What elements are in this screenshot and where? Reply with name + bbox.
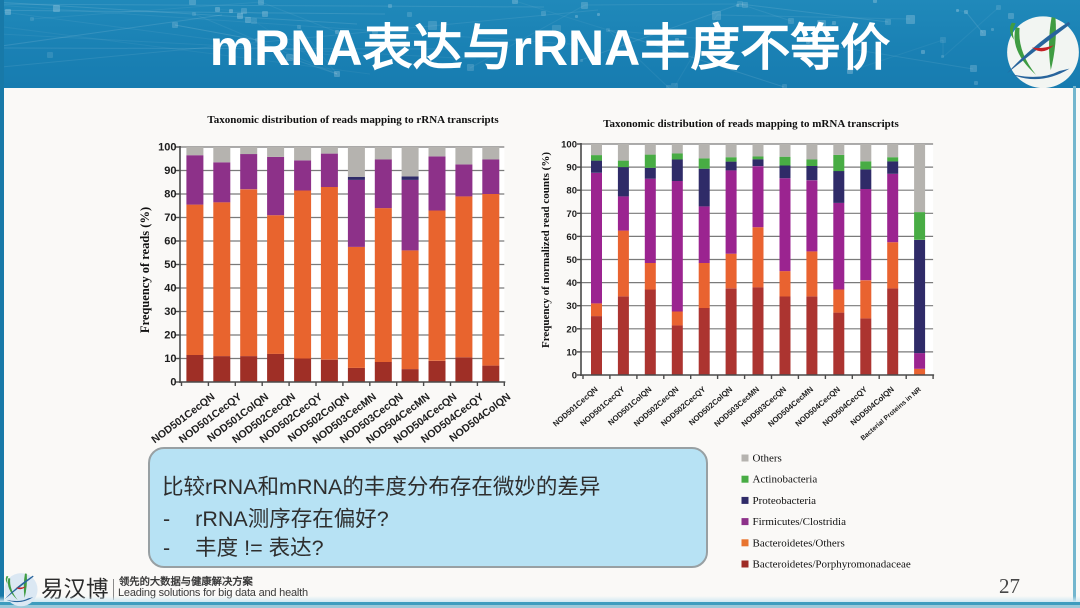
svg-text:40: 40 — [164, 283, 176, 295]
svg-text:0: 0 — [572, 371, 577, 382]
svg-text:50: 50 — [164, 259, 176, 271]
svg-text:Proteobacteria: Proteobacteria — [753, 495, 817, 507]
svg-text:60: 60 — [164, 236, 176, 248]
svg-text:10: 10 — [566, 347, 577, 358]
svg-text:Frequency of reads (%): Frequency of reads (%) — [138, 207, 152, 333]
svg-text:100: 100 — [561, 140, 577, 151]
svg-text:10: 10 — [164, 353, 176, 365]
svg-text:0: 0 — [170, 377, 176, 389]
svg-text:70: 70 — [566, 209, 577, 220]
svg-text:40: 40 — [566, 278, 577, 289]
svg-text:Bacteroidetes/Porphyromonadace: Bacteroidetes/Porphyromonadaceae — [753, 559, 911, 571]
svg-text:50: 50 — [566, 255, 577, 266]
svg-text:Firmicutes/Clostridia: Firmicutes/Clostridia — [753, 516, 847, 528]
svg-text:Bacteroidetes/Others: Bacteroidetes/Others — [753, 537, 845, 549]
svg-text:30: 30 — [164, 306, 176, 318]
svg-text:60: 60 — [566, 232, 577, 243]
svg-text:80: 80 — [164, 189, 176, 201]
svg-text:20: 20 — [566, 324, 577, 335]
svg-text:Taxonomic distribution of read: Taxonomic distribution of reads mapping … — [207, 114, 499, 126]
svg-text:100: 100 — [158, 142, 176, 154]
svg-text:NOD501CecQN: NOD501CecQN — [551, 384, 600, 428]
svg-text:30: 30 — [566, 301, 577, 312]
svg-text:Others: Others — [753, 453, 782, 465]
svg-text:Frequency of normalized read c: Frequency of normalized read counts (%) — [540, 152, 552, 348]
svg-text:90: 90 — [164, 165, 176, 177]
svg-text:Taxonomic distribution of read: Taxonomic distribution of reads mapping … — [603, 118, 899, 130]
svg-text:90: 90 — [566, 163, 577, 174]
svg-text:80: 80 — [566, 186, 577, 197]
svg-text:Actinobacteria: Actinobacteria — [753, 474, 818, 486]
svg-text:70: 70 — [164, 212, 176, 224]
svg-text:20: 20 — [164, 330, 176, 342]
